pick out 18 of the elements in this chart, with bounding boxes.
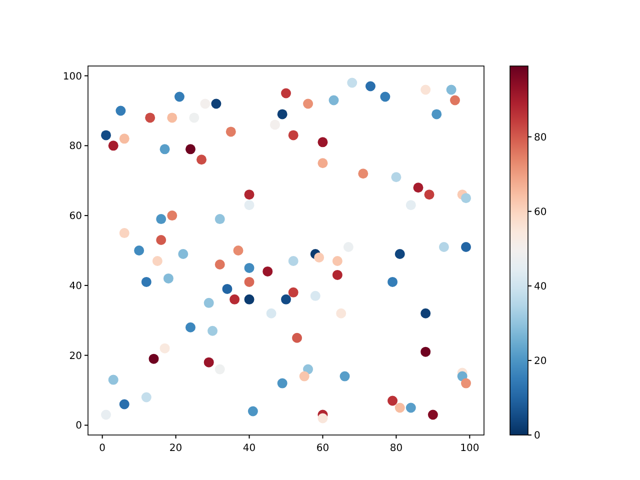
y-tick-label: 0 (76, 420, 82, 432)
colorbar: 0 20 40 60 80 (510, 66, 547, 442)
x-tick-label: 20 (169, 443, 182, 454)
y-tick-label: 20 (69, 350, 82, 362)
x-tick-label: 100 (460, 443, 480, 454)
y-tick-label: 80 (69, 141, 82, 152)
y-tick-label: 60 (69, 211, 82, 222)
x-tick-label: 0 (99, 443, 106, 454)
color-bar-label: 80 (534, 132, 547, 144)
color-bar-label: 60 (534, 206, 547, 218)
x-tick-label: 80 (390, 443, 403, 454)
x-tick-label: 60 (316, 443, 330, 454)
color-bar-label: 20 (534, 356, 547, 367)
color-bar-label: 40 (534, 281, 547, 292)
y-tick-label: 40 (69, 280, 82, 292)
y-tick-label: 100 (62, 71, 82, 82)
x-tick-label: 40 (242, 443, 256, 454)
color-bar-label: 0 (534, 430, 540, 442)
